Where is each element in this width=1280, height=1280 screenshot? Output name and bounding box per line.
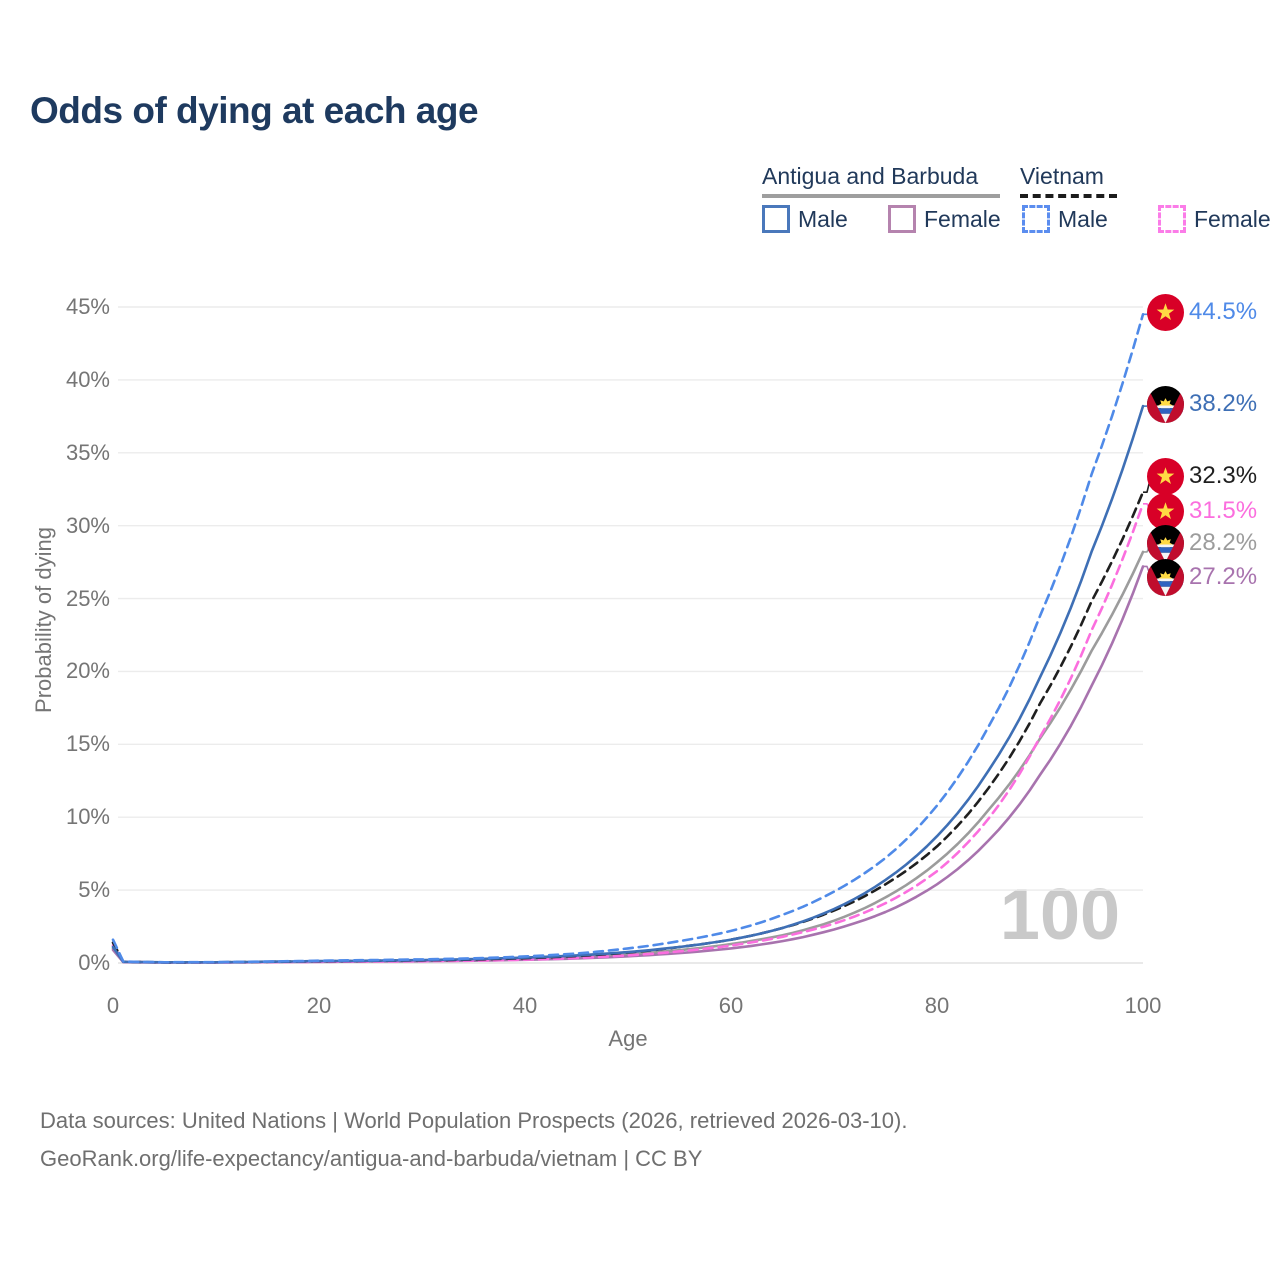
legend-swatch-vietnam-male-icon bbox=[1022, 205, 1050, 233]
legend-antigua-line-swatch bbox=[762, 194, 1000, 198]
legend-group-antigua-label: Antigua and Barbuda bbox=[762, 163, 979, 189]
legend-item-label: Female bbox=[1194, 205, 1271, 232]
chart-title: Odds of dying at each age bbox=[30, 90, 479, 131]
legend-vietnam-line-swatch bbox=[1020, 194, 1117, 198]
x-tick-label: 100 bbox=[1124, 993, 1162, 1018]
watermark-age-100: 100 bbox=[999, 875, 1121, 955]
legend-swatch-antigua-male-icon bbox=[762, 205, 790, 233]
legend-item-antigua-male[interactable]: Male bbox=[762, 205, 848, 233]
end-label-value: 27.2% bbox=[1189, 563, 1258, 590]
end-label-value: 44.5% bbox=[1189, 298, 1258, 325]
vietnam-flag-icon bbox=[1147, 457, 1184, 495]
antigua-and-barbuda-flag-icon bbox=[1147, 385, 1184, 423]
end-label-value: 28.2% bbox=[1189, 529, 1258, 556]
legend-swatch-vietnam-female-icon bbox=[1158, 205, 1186, 233]
x-axis-title: Age bbox=[608, 1026, 648, 1051]
y-tick-label: 20% bbox=[65, 658, 110, 684]
x-tick-label: 0 bbox=[106, 993, 120, 1018]
y-tick-label: 35% bbox=[65, 439, 110, 465]
vietnam-flag-icon bbox=[1147, 492, 1184, 530]
end-label-antigua-female: 27.2% bbox=[1147, 558, 1257, 596]
antigua-and-barbuda-flag-icon bbox=[1147, 558, 1184, 596]
end-label-vietnam-male: 44.5% bbox=[1147, 293, 1257, 331]
y-tick-label: 45% bbox=[65, 294, 110, 319]
end-label-value: 38.2% bbox=[1189, 390, 1258, 417]
x-tick-label: 40 bbox=[512, 993, 538, 1018]
footer-attribution: GeoRank.org/life-expectancy/antigua-and-… bbox=[40, 1146, 703, 1171]
end-label-antigua-both: 28.2% bbox=[1147, 524, 1257, 562]
antigua-and-barbuda-flag-icon bbox=[1147, 524, 1184, 562]
legend-item-label: Male bbox=[1058, 205, 1108, 232]
legend-item-antigua-female[interactable]: Female bbox=[888, 205, 1001, 233]
footer-sources: Data sources: United Nations | World Pop… bbox=[40, 1108, 908, 1133]
legend-item-label: Female bbox=[924, 205, 1001, 232]
legend-group-vietnam-label: Vietnam bbox=[1020, 163, 1104, 189]
series-line-vietnam-male bbox=[111, 313, 1145, 964]
y-tick-label: 0% bbox=[78, 950, 110, 975]
end-label-value: 32.3% bbox=[1189, 462, 1258, 489]
y-tick-label: 30% bbox=[65, 512, 110, 538]
x-tick-label: 60 bbox=[718, 993, 744, 1018]
legend-item-vietnam-male[interactable]: Male bbox=[1022, 205, 1108, 233]
y-axis-title: Probability of dying bbox=[31, 527, 56, 713]
x-tick-label: 20 bbox=[306, 993, 332, 1018]
legend-item-vietnam-female[interactable]: Female bbox=[1158, 205, 1271, 233]
end-label-value: 31.5% bbox=[1189, 497, 1258, 524]
legend-item-label: Male bbox=[798, 205, 848, 232]
legend-swatch-antigua-female-icon bbox=[888, 205, 916, 233]
y-tick-label: 40% bbox=[65, 366, 110, 392]
end-label-antigua-male: 38.2% bbox=[1147, 385, 1257, 423]
y-tick-label: 25% bbox=[65, 585, 110, 611]
y-tick-label: 10% bbox=[65, 804, 110, 830]
end-label-vietnam-female: 31.5% bbox=[1147, 492, 1257, 530]
x-tick-label: 80 bbox=[924, 993, 950, 1018]
y-tick-label: 15% bbox=[65, 731, 110, 757]
vietnam-flag-icon bbox=[1147, 293, 1184, 331]
y-tick-label: 5% bbox=[78, 877, 110, 903]
end-label-vietnam-both: 32.3% bbox=[1147, 457, 1257, 495]
